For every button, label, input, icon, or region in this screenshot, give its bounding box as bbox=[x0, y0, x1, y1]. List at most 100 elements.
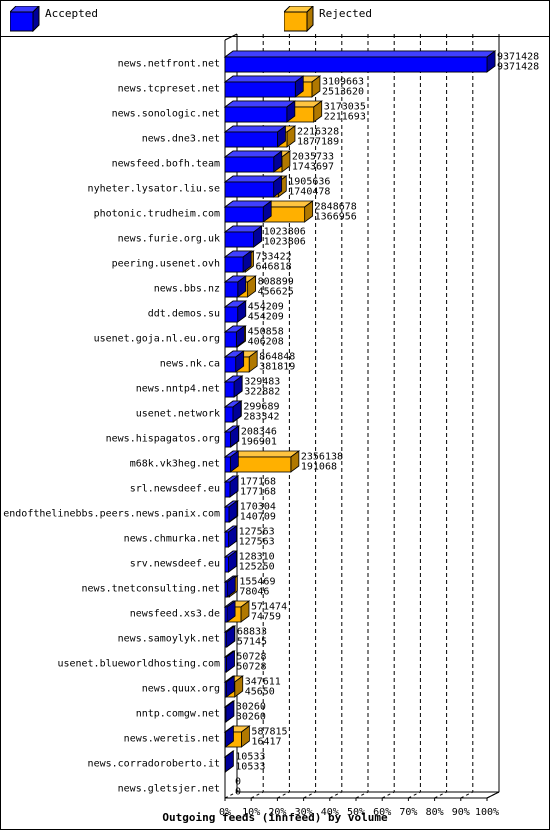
bar-accepted bbox=[223, 425, 240, 448]
value-label-rejected: 2216328 bbox=[297, 127, 339, 138]
value-label-rejected: 208346 bbox=[241, 427, 277, 438]
bar-accepted bbox=[223, 700, 236, 723]
value-label-rejected: 30260 bbox=[236, 702, 266, 713]
floor-gridline bbox=[250, 791, 264, 799]
category-label: news.tcpreset.net bbox=[118, 84, 220, 95]
category-label: news.corradoroberto.it bbox=[88, 759, 220, 770]
category-label: news.nntp4.net bbox=[136, 384, 220, 395]
value-label-rejected: 733422 bbox=[256, 252, 292, 263]
value-label-accepted: 127563 bbox=[239, 537, 275, 548]
value-label-accepted: 454209 bbox=[248, 312, 284, 323]
category-label: news.quux.org bbox=[142, 684, 220, 695]
category-label: newsfeed.xs3.de bbox=[130, 609, 220, 620]
value-label-accepted: 50728 bbox=[236, 662, 266, 673]
x-axis-title: Outgoing feeds (innfeed) by volume bbox=[162, 811, 388, 824]
value-label-rejected: 2356138 bbox=[301, 452, 343, 463]
legend: Accepted Rejected bbox=[0, 0, 550, 37]
floor-right-edge bbox=[486, 791, 500, 799]
category-label: usenet.blueworldhosting.com bbox=[57, 659, 220, 670]
floor-gridline bbox=[355, 791, 369, 799]
bar-accepted bbox=[223, 750, 235, 773]
value-label-rejected: 68833 bbox=[237, 627, 267, 638]
value-label-rejected: 587815 bbox=[251, 727, 287, 738]
bar-accepted bbox=[223, 325, 246, 348]
value-label-accepted: 1366956 bbox=[315, 212, 357, 223]
category-label: news.dne3.net bbox=[142, 134, 220, 145]
floor-gridline bbox=[224, 791, 238, 799]
value-label-rejected: 177168 bbox=[240, 477, 276, 488]
value-label-rejected: 864848 bbox=[259, 352, 295, 363]
category-label: newsfeed.bofh.team bbox=[112, 159, 220, 170]
category-label: peering.usenet.ovh bbox=[112, 259, 220, 270]
category-label: news.bbs.nz bbox=[154, 284, 220, 295]
category-label: usenet.network bbox=[136, 409, 220, 420]
value-label-accepted: 10533 bbox=[235, 762, 265, 773]
category-label: usenet.goja.nl.eu.org bbox=[94, 334, 220, 345]
bar-accepted bbox=[223, 175, 283, 198]
floor-gridline bbox=[460, 791, 474, 799]
value-label-rejected: 571474 bbox=[251, 602, 287, 613]
value-label-accepted: 1877189 bbox=[297, 137, 339, 148]
legend-swatch-accepted bbox=[8, 4, 41, 33]
value-label-rejected: 128310 bbox=[239, 552, 275, 563]
value-label-accepted: 78046 bbox=[239, 587, 269, 598]
value-label-rejected: 450858 bbox=[248, 327, 284, 338]
floor-gridline bbox=[381, 791, 395, 799]
value-label-accepted: 9371428 bbox=[497, 62, 539, 73]
x-tick-label: 40% bbox=[321, 807, 339, 818]
bar-accepted bbox=[223, 250, 253, 273]
category-label: news.hispagatos.org bbox=[106, 434, 220, 445]
value-label-rejected: 808899 bbox=[258, 277, 294, 288]
value-label-rejected: 454209 bbox=[248, 302, 284, 313]
legend-label-rejected: Rejected bbox=[319, 7, 372, 20]
bar-accepted bbox=[223, 500, 239, 523]
value-label-rejected: 3173035 bbox=[324, 102, 366, 113]
value-label-rejected: 2848678 bbox=[315, 202, 357, 213]
category-label: ddt.demos.su bbox=[148, 309, 220, 320]
value-label-accepted: 57145 bbox=[237, 637, 267, 648]
bar-accepted bbox=[223, 600, 237, 623]
bar-accepted bbox=[223, 225, 263, 248]
value-label-accepted: 140709 bbox=[240, 512, 276, 523]
value-label-rejected: 299689 bbox=[243, 402, 279, 413]
category-label: news.chmurka.net bbox=[124, 534, 220, 545]
bar-accepted bbox=[223, 575, 237, 598]
bar-accepted bbox=[223, 125, 287, 148]
value-label-accepted: 30260 bbox=[236, 712, 266, 723]
bar-accepted bbox=[223, 150, 283, 173]
bar-accepted bbox=[223, 100, 297, 123]
value-label-rejected: 329483 bbox=[244, 377, 280, 388]
value-label-rejected: 170304 bbox=[240, 502, 276, 513]
value-label-accepted: 2211693 bbox=[324, 112, 366, 123]
bar-accepted bbox=[223, 375, 244, 398]
x-tick-label: 80% bbox=[426, 807, 444, 818]
bar-accepted bbox=[223, 625, 236, 648]
x-tick-label: 70% bbox=[399, 807, 417, 818]
bar-accepted bbox=[223, 200, 273, 223]
value-label-accepted: 406208 bbox=[248, 337, 284, 348]
category-label: news.nk.ca bbox=[160, 359, 220, 370]
axis-edge bbox=[224, 33, 238, 41]
value-label-rejected: 347611 bbox=[245, 677, 281, 688]
value-label-accepted: 1023806 bbox=[264, 237, 306, 248]
x-tick-label: 0% bbox=[219, 807, 231, 818]
category-label: news.furie.org.uk bbox=[118, 234, 220, 245]
bar-accepted bbox=[223, 450, 240, 473]
value-label-accepted: 322882 bbox=[244, 387, 280, 398]
category-label: srv.newsdeef.eu bbox=[130, 559, 220, 570]
category-label: endofthelinebbs.peers.news.panix.com bbox=[3, 509, 220, 520]
value-label-accepted: 381819 bbox=[259, 362, 295, 373]
value-label-accepted: 1740478 bbox=[288, 187, 330, 198]
category-label: news.samoylyk.net bbox=[118, 634, 220, 645]
value-label-accepted: 196901 bbox=[241, 437, 277, 448]
x-tick-label: 90% bbox=[452, 807, 470, 818]
x-axis: 0% 10% 20% 30% 40% 50% 60% 70% 80% 90% 100% bbox=[219, 798, 499, 818]
category-label: news.weretis.net bbox=[124, 734, 220, 745]
value-label-rejected: 2035733 bbox=[292, 152, 334, 163]
category-label: news.tnetconsulting.net bbox=[82, 584, 220, 595]
value-label-accepted: 74759 bbox=[251, 612, 281, 623]
floor-gridline bbox=[303, 791, 316, 799]
category-labels: news.netfront.net news.tcpreset.net news.s… bbox=[3, 59, 220, 795]
floor-gridline bbox=[329, 791, 343, 799]
